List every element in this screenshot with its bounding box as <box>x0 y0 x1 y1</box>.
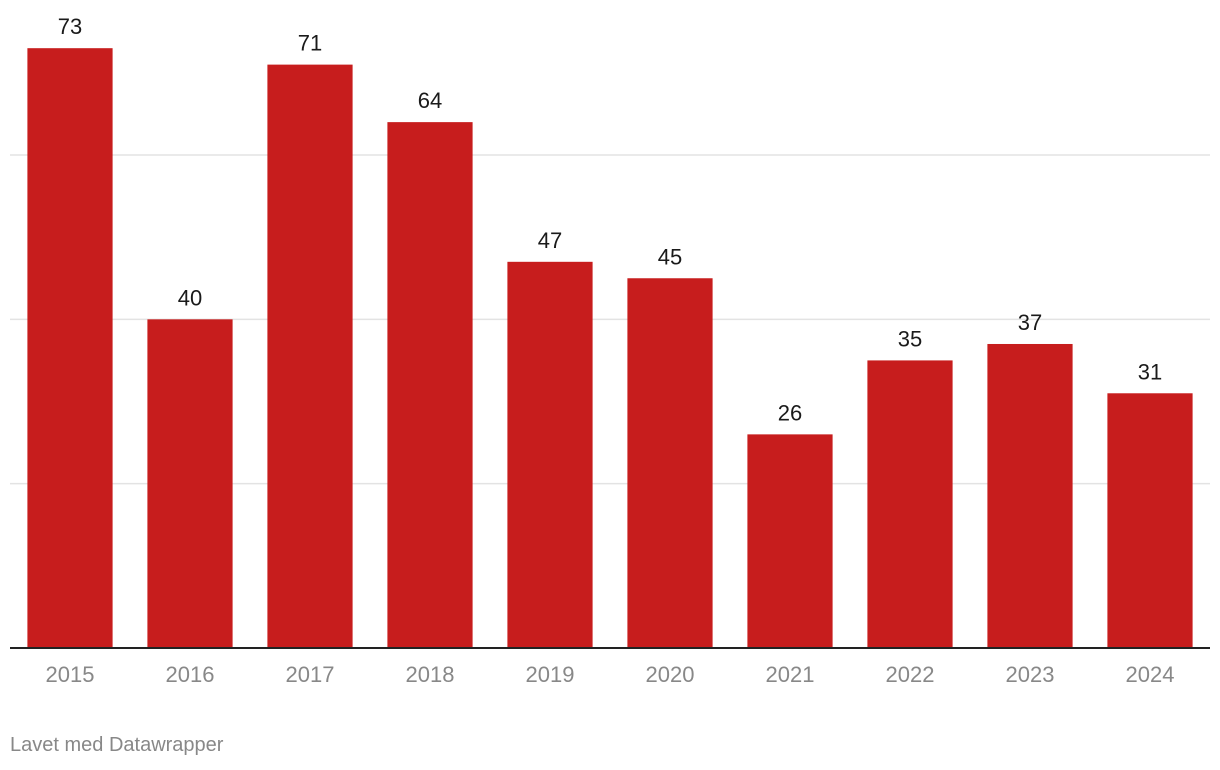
value-label-2018: 64 <box>418 88 442 113</box>
value-label-2024: 31 <box>1138 359 1162 384</box>
value-label-2019: 47 <box>538 228 562 253</box>
bar-2023 <box>987 343 1073 648</box>
bar-2018 <box>387 122 473 649</box>
value-label-2023: 37 <box>1018 310 1042 335</box>
x-tick-2018: 2018 <box>406 662 455 687</box>
bar-2016 <box>147 319 233 648</box>
x-tick-2021: 2021 <box>766 662 815 687</box>
x-tick-2020: 2020 <box>646 662 695 687</box>
bar-2019 <box>507 261 593 648</box>
value-label-2016: 40 <box>178 285 202 310</box>
bar-2020 <box>627 278 713 648</box>
value-label-2020: 45 <box>658 244 682 269</box>
x-tick-2017: 2017 <box>286 662 335 687</box>
x-tick-2019: 2019 <box>526 662 575 687</box>
bar-2021 <box>747 434 833 648</box>
x-axis-ticks: 2015 2016 2017 2018 2019 2020 2021 2022 2023 2024 <box>46 662 1175 687</box>
x-tick-2024: 2024 <box>1126 662 1175 687</box>
x-tick-2015: 2015 <box>46 662 95 687</box>
value-label-2015: 73 <box>58 14 82 39</box>
value-labels: 73 40 71 64 47 45 26 35 37 31 <box>58 14 1162 425</box>
bar-2022 <box>867 360 953 648</box>
bars <box>27 48 1193 649</box>
bar-2024 <box>1107 393 1193 648</box>
value-label-2022: 35 <box>898 326 922 351</box>
value-label-2021: 26 <box>778 400 802 425</box>
x-tick-2016: 2016 <box>166 662 215 687</box>
bar-2017 <box>267 64 353 648</box>
credit-text: Lavet med Datawrapper <box>10 734 224 756</box>
value-label-2017: 71 <box>298 31 322 56</box>
x-tick-2022: 2022 <box>886 662 935 687</box>
bar-2015 <box>27 48 113 648</box>
x-tick-2023: 2023 <box>1006 662 1055 687</box>
